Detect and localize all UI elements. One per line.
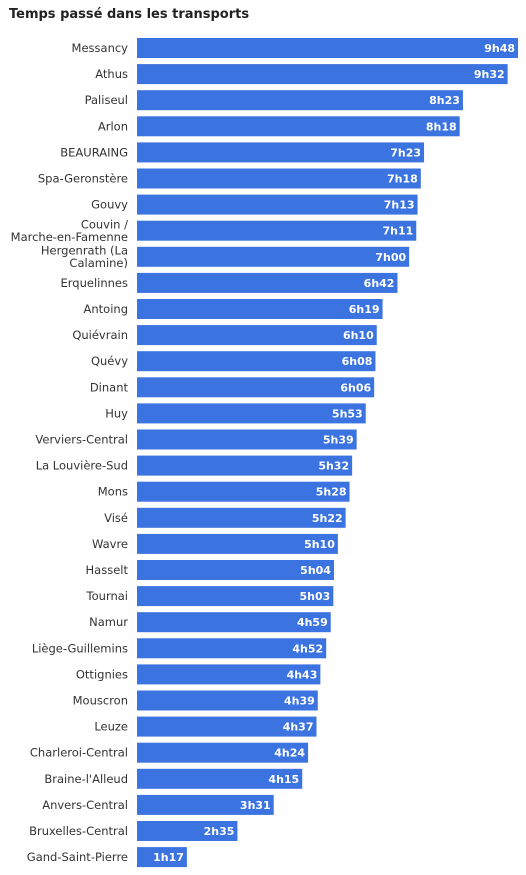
bar	[137, 847, 187, 868]
value-label: 5h10	[304, 538, 335, 551]
bar	[137, 246, 410, 267]
category-label: Bruxelles-Central	[29, 824, 128, 838]
chart-title: Temps passé dans les transports	[9, 7, 250, 22]
bar	[137, 142, 425, 163]
bar	[137, 377, 375, 398]
bar	[137, 560, 334, 580]
bar	[137, 429, 357, 450]
category-label: La Louvière-Sud	[36, 459, 128, 473]
bar	[137, 220, 417, 241]
bar	[137, 325, 377, 346]
bar	[137, 821, 238, 841]
value-label: 5h04	[300, 564, 331, 577]
category-label: Quiévrain	[72, 328, 128, 342]
bar	[137, 272, 398, 293]
bar	[137, 194, 418, 215]
value-label: 5h28	[316, 486, 347, 499]
category-label: Spa-Geronstère	[38, 172, 128, 186]
category-label: Ottignies	[76, 667, 128, 681]
value-label: 4h43	[287, 668, 318, 681]
value-label: 6h08	[342, 355, 373, 368]
bar	[137, 638, 327, 659]
bar	[137, 403, 366, 424]
bar	[137, 116, 460, 137]
value-label: 7h13	[384, 199, 415, 212]
bar	[137, 168, 421, 189]
bar	[137, 507, 346, 528]
category-label: Namur	[89, 615, 128, 629]
category-label: Tournai	[86, 589, 128, 603]
value-label: 1h17	[153, 851, 184, 864]
value-label: 3h31	[240, 799, 271, 812]
category-label: Mouscron	[73, 694, 128, 708]
category-label: Hasselt	[86, 563, 129, 577]
value-label: 7h00	[375, 251, 406, 264]
value-label: 5h39	[323, 434, 354, 447]
value-label: 6h06	[340, 381, 371, 394]
value-label: 5h53	[332, 407, 363, 420]
value-label: 9h48	[484, 42, 515, 55]
value-label: 6h19	[349, 303, 380, 316]
value-label: 8h18	[426, 120, 457, 133]
category-label: Couvin / Marche-en-Famenne	[11, 217, 128, 244]
category-label: Visé	[104, 511, 128, 525]
value-label: 4h39	[284, 695, 315, 708]
value-label: 4h37	[283, 721, 314, 734]
category-label: Huy	[105, 406, 128, 420]
bar	[137, 533, 338, 554]
value-label: 4h24	[274, 747, 305, 760]
category-label: Gouvy	[91, 198, 128, 212]
bar	[137, 586, 334, 607]
category-label: Athus	[95, 67, 128, 81]
bar	[137, 794, 274, 815]
category-label: BEAURAING	[60, 145, 128, 159]
value-label: 6h42	[364, 277, 395, 290]
value-label: 5h03	[300, 590, 331, 603]
bar	[137, 664, 321, 685]
category-label: Mons	[98, 485, 128, 499]
bar	[137, 90, 463, 111]
category-label: Arlon	[98, 119, 128, 133]
bar	[137, 481, 350, 502]
value-label: 4h59	[297, 616, 328, 629]
category-label: Dinant	[90, 380, 129, 394]
value-label: 6h10	[343, 329, 374, 342]
value-label: 9h32	[474, 68, 505, 81]
value-label: 4h52	[292, 642, 323, 655]
bar	[137, 768, 303, 789]
category-label: Braine-l'Alleud	[44, 772, 128, 786]
category-label: Anvers-Central	[42, 798, 128, 812]
value-label: 7h11	[382, 225, 413, 238]
value-label: 2h35	[204, 825, 235, 838]
category-label: Hergenrath (La Calamine)	[41, 244, 128, 270]
value-label: 7h23	[390, 146, 421, 159]
bar	[137, 612, 331, 633]
value-label: 5h32	[318, 460, 349, 473]
category-label: Quévy	[91, 354, 128, 368]
bar	[137, 742, 309, 763]
bar	[137, 64, 508, 85]
bar	[137, 351, 376, 372]
bar	[137, 690, 318, 711]
category-label: Wavre	[92, 537, 128, 551]
bar	[137, 455, 353, 476]
value-label: 4h15	[268, 773, 299, 786]
value-label: 5h22	[312, 512, 343, 525]
category-label: Gand-Saint-Pierre	[27, 850, 128, 864]
category-label: Liège-Guillemins	[32, 641, 128, 655]
bar	[137, 299, 383, 319]
category-label: Antoing	[84, 302, 128, 316]
value-label: 8h23	[429, 94, 460, 107]
category-label: Leuze	[94, 720, 128, 734]
bar	[137, 38, 518, 58]
bar	[137, 716, 317, 737]
category-label: Paliseul	[85, 93, 128, 107]
value-label: 7h18	[387, 173, 418, 186]
category-label: Verviers-Central	[35, 433, 128, 447]
category-label: Charleroi-Central	[30, 746, 128, 760]
category-label: Erquelinnes	[61, 276, 129, 290]
category-label: Messancy	[72, 41, 129, 55]
